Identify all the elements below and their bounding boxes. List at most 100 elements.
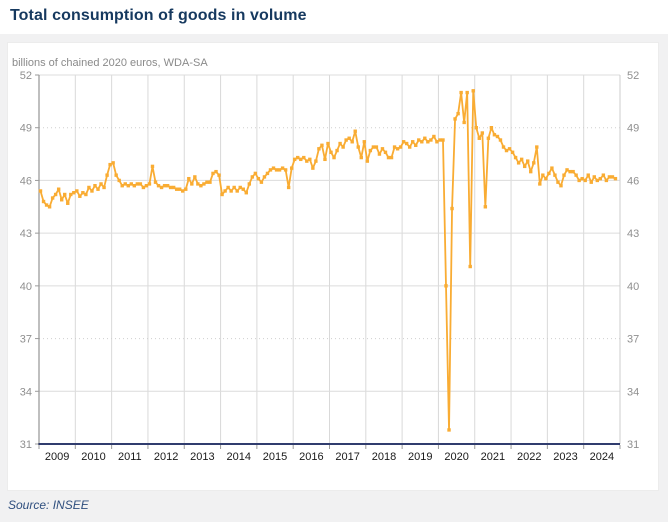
data-point bbox=[168, 185, 173, 190]
data-point bbox=[341, 145, 345, 149]
data-point bbox=[96, 187, 100, 191]
data-point bbox=[344, 138, 348, 142]
x-axis-label: 2014 bbox=[226, 451, 250, 463]
data-point bbox=[314, 159, 318, 163]
data-point bbox=[280, 166, 285, 170]
x-axis-label: 2011 bbox=[118, 451, 142, 463]
x-axis-label: 2016 bbox=[299, 451, 323, 463]
y-axis-label: 52 bbox=[20, 70, 32, 82]
data-point bbox=[235, 189, 239, 193]
data-point bbox=[75, 189, 79, 193]
y-axis-label: 43 bbox=[20, 228, 32, 240]
data-point bbox=[90, 189, 94, 193]
data-point bbox=[241, 187, 245, 191]
source-note: Source: INSEE bbox=[8, 498, 89, 512]
data-point bbox=[190, 182, 194, 186]
data-point bbox=[350, 140, 354, 144]
data-point bbox=[441, 138, 445, 142]
data-point bbox=[181, 189, 185, 193]
x-axis-label: 2020 bbox=[444, 451, 468, 463]
data-point bbox=[492, 133, 497, 137]
y-axis-label: 52 bbox=[627, 70, 639, 82]
data-point bbox=[211, 171, 215, 176]
y-axis-label: 37 bbox=[627, 334, 639, 346]
data-point bbox=[526, 159, 530, 163]
data-point bbox=[347, 136, 351, 140]
data-point bbox=[504, 148, 509, 153]
data-point bbox=[302, 155, 306, 160]
data-point bbox=[480, 131, 485, 135]
data-point bbox=[199, 184, 203, 188]
data-point bbox=[359, 155, 363, 160]
data-point bbox=[184, 187, 188, 191]
data-point bbox=[108, 162, 112, 167]
data-point bbox=[450, 206, 454, 211]
data-point bbox=[81, 191, 85, 195]
data-point bbox=[72, 191, 76, 195]
data-point bbox=[259, 180, 264, 184]
data-point bbox=[568, 169, 572, 174]
data-point bbox=[93, 184, 97, 188]
x-axis-label: 2017 bbox=[335, 451, 359, 463]
data-point bbox=[253, 171, 258, 176]
data-point bbox=[326, 141, 330, 146]
data-point bbox=[84, 192, 88, 197]
data-point bbox=[538, 182, 542, 186]
data-point bbox=[105, 173, 109, 177]
data-point bbox=[247, 182, 252, 186]
data-point bbox=[162, 184, 167, 188]
data-point bbox=[471, 89, 475, 93]
data-point bbox=[362, 140, 366, 144]
y-axis-label: 31 bbox=[627, 439, 639, 451]
data-point bbox=[438, 138, 442, 142]
x-axis-label: 2019 bbox=[408, 451, 432, 463]
data-point bbox=[205, 180, 209, 184]
data-point bbox=[338, 141, 342, 146]
data-point bbox=[432, 134, 436, 139]
data-point bbox=[87, 185, 91, 190]
data-point bbox=[601, 173, 606, 177]
data-point bbox=[459, 90, 463, 95]
data-point bbox=[429, 138, 433, 142]
chart-subtitle: billions of chained 2020 euros, WDA-SA bbox=[12, 57, 208, 69]
data-point bbox=[468, 264, 472, 269]
data-point bbox=[577, 178, 581, 183]
data-point bbox=[474, 126, 478, 130]
data-point bbox=[610, 175, 615, 179]
data-point bbox=[217, 173, 221, 177]
data-point bbox=[129, 182, 133, 186]
data-point bbox=[78, 194, 82, 198]
y-axis-label: 43 bbox=[627, 228, 639, 240]
data-point bbox=[99, 182, 103, 186]
data-point bbox=[398, 145, 403, 149]
data-point bbox=[598, 176, 603, 181]
data-point bbox=[305, 159, 309, 163]
y-axis-label: 49 bbox=[627, 123, 639, 135]
data-point bbox=[232, 185, 236, 190]
data-point bbox=[453, 117, 457, 121]
x-axis-label: 2015 bbox=[263, 451, 287, 463]
data-point bbox=[380, 147, 385, 151]
data-point bbox=[519, 157, 524, 162]
data-point bbox=[377, 152, 382, 156]
data-point bbox=[274, 168, 279, 172]
data-point bbox=[244, 191, 248, 195]
data-point bbox=[277, 168, 282, 172]
data-point bbox=[404, 141, 409, 146]
data-point bbox=[556, 180, 560, 184]
y-axis-label: 40 bbox=[20, 281, 32, 293]
data-point bbox=[66, 201, 70, 205]
data-point bbox=[289, 166, 294, 170]
data-point bbox=[41, 199, 46, 204]
data-point bbox=[423, 136, 427, 140]
data-point bbox=[38, 189, 43, 193]
data-point bbox=[265, 171, 270, 176]
data-point bbox=[256, 176, 261, 181]
data-point bbox=[547, 171, 551, 176]
x-axis-label: 2013 bbox=[190, 451, 214, 463]
data-point bbox=[447, 428, 451, 432]
data-point bbox=[495, 134, 500, 139]
data-point bbox=[565, 168, 569, 172]
data-point bbox=[489, 126, 494, 130]
